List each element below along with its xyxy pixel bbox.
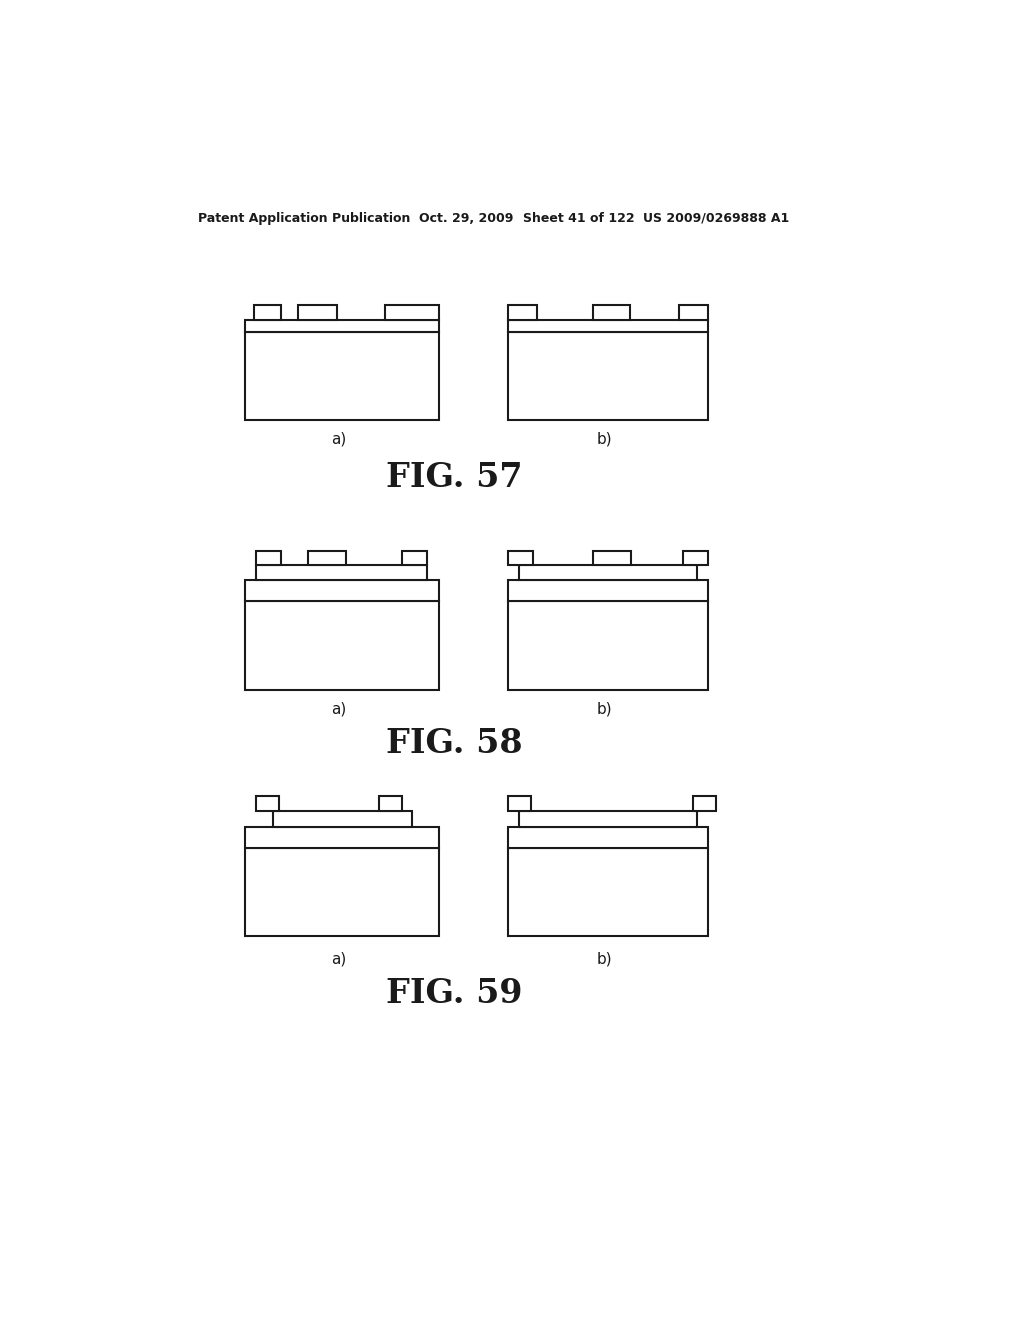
Bar (508, 847, 708, 936)
Text: FIG. 59: FIG. 59 (386, 977, 522, 1010)
Bar (508, 305, 538, 321)
Bar (254, 305, 281, 321)
Bar (256, 565, 427, 581)
Bar (256, 796, 280, 812)
Text: b): b) (596, 952, 612, 966)
Bar (379, 796, 401, 812)
Bar (508, 601, 708, 689)
Text: Oct. 29, 2009: Oct. 29, 2009 (419, 213, 514, 224)
Bar (307, 552, 346, 565)
Bar (508, 796, 531, 812)
Text: Patent Application Publication: Patent Application Publication (199, 213, 411, 224)
Bar (245, 601, 438, 689)
Bar (508, 331, 708, 420)
Bar (692, 796, 716, 812)
Bar (245, 331, 438, 420)
Bar (593, 552, 631, 565)
Text: b): b) (596, 432, 612, 447)
Bar (245, 847, 438, 936)
Bar (683, 552, 708, 565)
Bar (519, 565, 696, 581)
Text: FIG. 58: FIG. 58 (386, 727, 522, 760)
Text: FIG. 57: FIG. 57 (386, 462, 522, 495)
Bar (593, 305, 631, 321)
Text: US 2009/0269888 A1: US 2009/0269888 A1 (643, 213, 788, 224)
Text: a): a) (331, 952, 346, 966)
Text: a): a) (331, 432, 346, 447)
Bar (256, 552, 281, 565)
Text: Sheet 41 of 122: Sheet 41 of 122 (523, 213, 635, 224)
Text: a): a) (331, 701, 346, 717)
Bar (679, 305, 708, 321)
Bar (402, 552, 427, 565)
Bar (385, 305, 438, 321)
Bar (508, 826, 708, 847)
Bar (508, 321, 708, 331)
Bar (245, 826, 438, 847)
Text: b): b) (596, 701, 612, 717)
Bar (298, 305, 337, 321)
Bar (245, 581, 438, 601)
Bar (519, 812, 696, 826)
Bar (508, 552, 532, 565)
Bar (273, 812, 412, 826)
Bar (508, 581, 708, 601)
Bar (245, 321, 438, 331)
